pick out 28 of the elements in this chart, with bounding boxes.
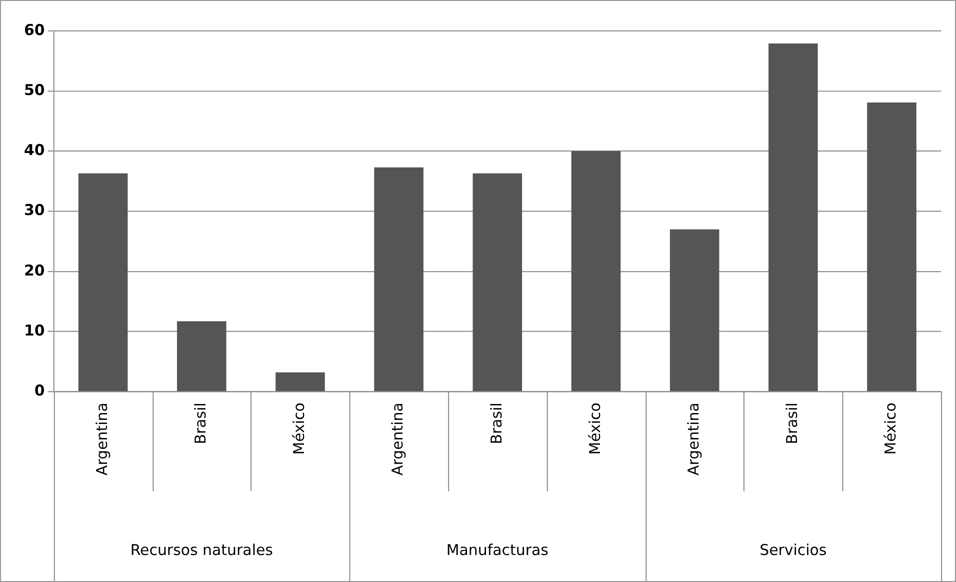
text: Manufacturas <box>446 540 549 559</box>
x-tick-label: Argentina <box>388 402 407 476</box>
x-tick-label: México <box>586 402 604 455</box>
y-tick-label: 0 <box>34 382 45 400</box>
x-tick-label: México <box>290 402 308 455</box>
y-tick-label: 20 <box>24 261 45 280</box>
bar <box>571 151 621 392</box>
x-tick-label: Brasil <box>192 402 210 444</box>
bar <box>867 102 916 392</box>
y-tick-label: 50 <box>24 80 45 99</box>
text: Servicios <box>760 540 827 559</box>
text: Recursos naturales <box>130 540 274 559</box>
bar <box>670 229 720 392</box>
bar <box>78 173 128 392</box>
y-tick-label: 10 <box>24 321 45 340</box>
y-tick-label: 60 <box>24 20 45 39</box>
bar <box>472 173 522 392</box>
y-tick-label: 40 <box>24 141 45 160</box>
x-tick-label: México <box>882 402 900 455</box>
bar <box>176 321 226 392</box>
bar <box>276 372 325 392</box>
x-tick-label: Argentina <box>684 402 702 476</box>
x-tick-label: Argentina <box>92 402 111 476</box>
x-tick-label: Brasil <box>487 402 506 444</box>
bar <box>768 44 818 392</box>
x-tick-label: Brasil <box>783 402 802 444</box>
y-tick-label: 30 <box>24 201 45 220</box>
bar <box>374 167 424 392</box>
